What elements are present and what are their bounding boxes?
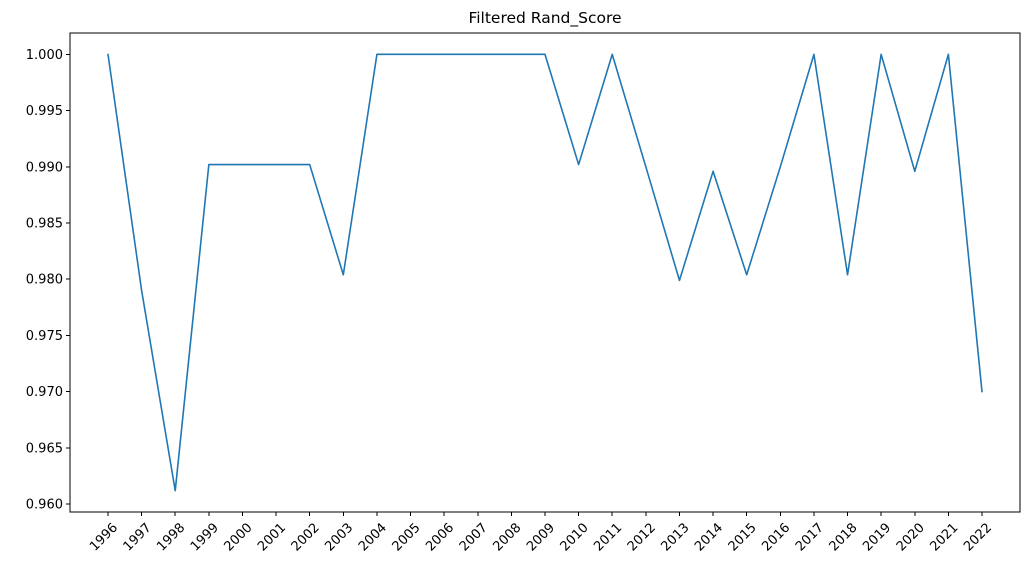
x-tick-label: 2017 [793, 520, 827, 554]
y-tick-label: 0.970 [26, 385, 63, 400]
y-tick-label: 0.975 [26, 329, 63, 344]
x-tick-label: 2005 [390, 520, 424, 554]
x-tick-label: 2007 [457, 520, 491, 554]
x-tick-label: 1996 [87, 520, 121, 554]
x-tick-label: 2009 [524, 520, 558, 554]
x-tick-label: 2006 [423, 520, 457, 554]
series-layer [107, 53, 983, 492]
x-tick-label: 2003 [322, 520, 356, 554]
x-tick-label: 2010 [558, 520, 592, 554]
y-tick-label: 0.960 [26, 498, 63, 513]
y-tick-label: 0.980 [26, 273, 63, 288]
x-tick-label: 2019 [860, 520, 894, 554]
x-tick-label: 2001 [255, 520, 289, 554]
chart-title: Filtered Rand_Score [468, 9, 621, 28]
x-tick-label: 2014 [692, 520, 726, 554]
x-tick-label: 2002 [289, 520, 323, 554]
x-tick-label: 1998 [154, 520, 188, 554]
x-tick-label: 2016 [759, 520, 793, 554]
x-tick-label: 2000 [222, 520, 256, 554]
y-tick-label: 1.000 [26, 48, 63, 63]
y-tick-label: 0.995 [26, 104, 63, 119]
y-tick-label: 0.985 [26, 217, 63, 232]
x-tick-label: 2012 [625, 520, 659, 554]
x-tick-label: 1997 [121, 520, 155, 554]
x-tick-label: 2015 [726, 520, 760, 554]
y-axis: 0.960 0.965 0.970 0.975 0.980 0.985 0.990 0.995… [26, 48, 70, 513]
x-tick-label: 2008 [490, 520, 524, 554]
x-tick-label: 1999 [188, 520, 222, 554]
y-tick-label: 0.990 [26, 160, 63, 175]
x-tick-label: 2004 [356, 520, 390, 554]
x-tick-label: 2022 [961, 520, 995, 554]
x-axis: 1996 1997 1998 1999 2000 2001 2002 2003 2004 2005… [87, 512, 995, 554]
plot-area-border [69, 32, 1021, 513]
x-tick-label: 2018 [827, 520, 861, 554]
x-tick-label: 2021 [927, 520, 961, 554]
x-tick-label: 2011 [591, 520, 625, 554]
plot-frame [69, 32, 1021, 513]
series-line [107, 53, 983, 492]
x-tick-label: 2020 [894, 520, 928, 554]
x-tick-label: 2013 [659, 520, 693, 554]
y-tick-label: 0.965 [26, 441, 63, 456]
